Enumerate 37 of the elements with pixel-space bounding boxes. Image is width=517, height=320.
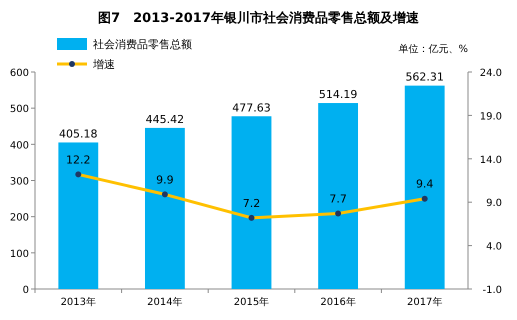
y2-tick-label: 24.0 <box>480 68 502 79</box>
y2-tick-label: 19.0 <box>480 111 502 122</box>
x-tick-label: 2014年 <box>147 296 183 308</box>
y-tick-label: 400 <box>10 140 29 152</box>
data-label: 9.4 <box>416 178 434 191</box>
data-label: 405.18 <box>59 127 98 140</box>
bar <box>318 103 358 289</box>
data-label: 514.19 <box>318 88 358 102</box>
y-tick-label: 500 <box>10 104 29 116</box>
legend-label: 社会消费品零售总额 <box>93 38 192 51</box>
y2-tick-label: -1.0 <box>482 285 502 296</box>
legend-label: 增速 <box>92 58 115 71</box>
y2-tick-label: 9.0 <box>486 198 502 210</box>
data-label: 562.31 <box>405 70 444 84</box>
y-tick-label: 300 <box>10 176 29 188</box>
data-label: 12.2 <box>66 153 91 166</box>
data-label: 9.9 <box>156 173 174 186</box>
chart-title: 图7 2013-2017年银川市社会消费品零售总额及增速 <box>98 10 420 26</box>
y-tick-label: 100 <box>10 248 29 260</box>
x-tick-label: 2015年 <box>234 296 270 308</box>
y-tick-label: 200 <box>10 212 29 224</box>
bar <box>58 142 98 289</box>
x-tick-label: 2016年 <box>320 296 356 308</box>
bar <box>144 128 185 289</box>
text: 单位：亿元、% <box>398 43 468 55</box>
y2-tick-label: 14.0 <box>480 154 502 166</box>
x-tick-label: 2017年 <box>406 296 442 308</box>
data-label: 445.42 <box>146 112 184 126</box>
bar <box>232 116 272 289</box>
y-tick-label: 0 <box>22 285 29 296</box>
data-label: 477.63 <box>232 101 271 114</box>
y2-tick-label: 4.0 <box>486 242 502 253</box>
x-tick-label: 2013年 <box>60 296 96 308</box>
bar <box>404 86 445 289</box>
data-label: 7.2 <box>242 196 260 210</box>
data-label: 7.7 <box>329 192 347 206</box>
y-tick-label: 600 <box>10 68 29 79</box>
